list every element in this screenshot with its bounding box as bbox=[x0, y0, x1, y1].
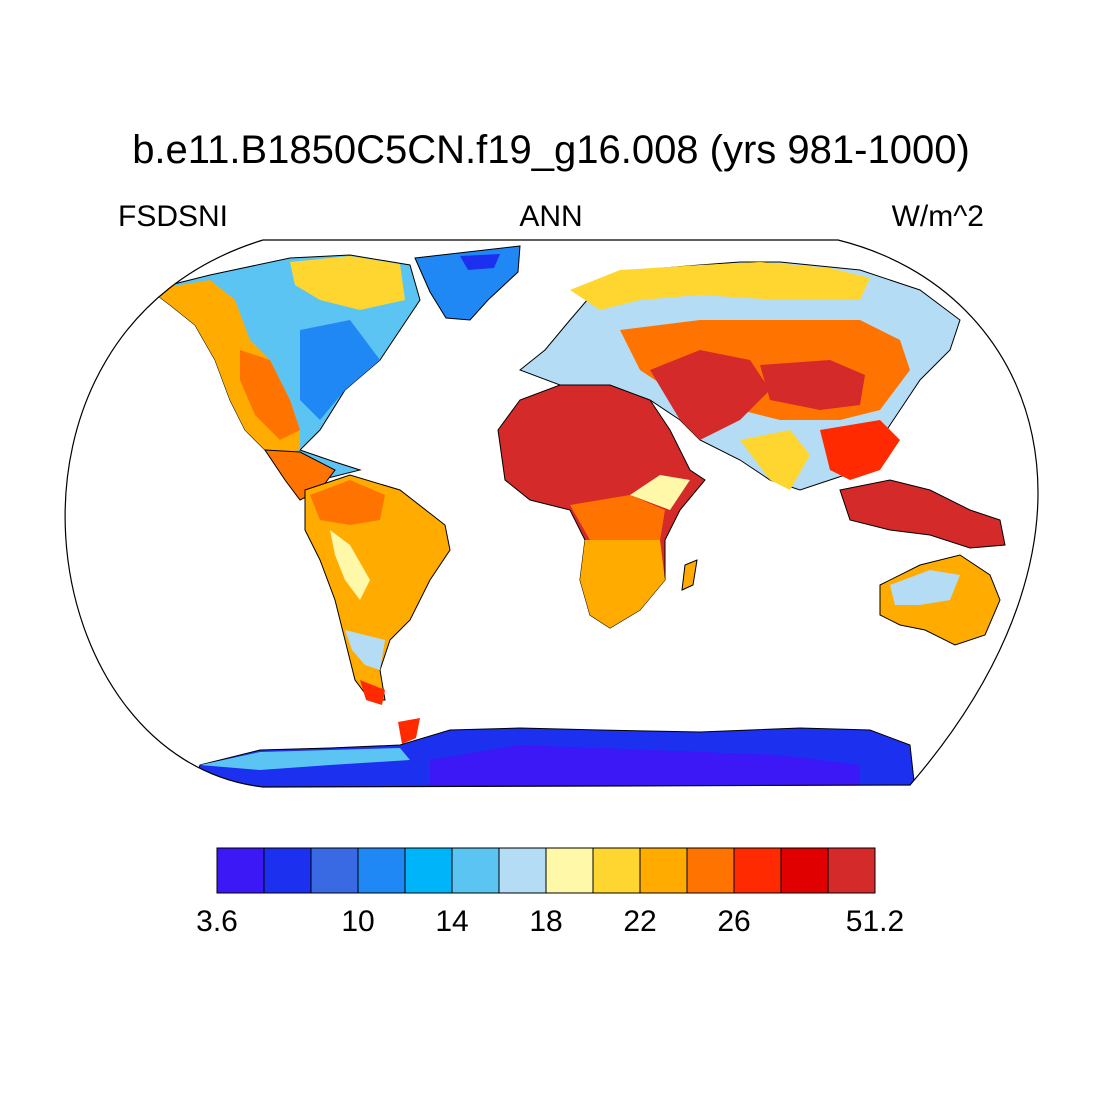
east-africa bbox=[630, 475, 690, 510]
antarctica-core bbox=[430, 745, 860, 787]
south-america-andes bbox=[330, 530, 370, 600]
india bbox=[740, 430, 810, 490]
siberia-north bbox=[570, 262, 870, 310]
colorbar-label: 51.2 bbox=[846, 905, 904, 938]
colorbar-box bbox=[686, 847, 735, 894]
colorbar-box bbox=[404, 847, 453, 894]
south-america-south bbox=[345, 630, 385, 670]
plot-title: b.e11.B1850C5CN.f19_g16.008 (yrs 981-100… bbox=[132, 128, 970, 172]
south-america-north bbox=[310, 480, 385, 525]
greenland-core bbox=[460, 254, 500, 270]
colorbar-box bbox=[451, 847, 500, 894]
colorbar-label: 26 bbox=[717, 905, 750, 938]
colorbar-box bbox=[498, 847, 547, 894]
colorbar-boxes bbox=[216, 847, 876, 894]
colorbar-box bbox=[357, 847, 406, 894]
globe-outline bbox=[64, 239, 1039, 788]
colorbar-label: 14 bbox=[435, 905, 468, 938]
eastern-north-america bbox=[300, 320, 380, 420]
madagascar bbox=[681, 559, 698, 591]
antarctica-coast bbox=[200, 748, 410, 770]
colorbar-box bbox=[733, 847, 782, 894]
tibet-mongolia bbox=[760, 360, 865, 410]
southeast-asia bbox=[820, 420, 900, 480]
central-africa bbox=[570, 495, 665, 545]
canadian-arctic-islands bbox=[290, 256, 405, 310]
colorbar-label: 22 bbox=[623, 905, 656, 938]
colorbar-box bbox=[263, 847, 312, 894]
colorbar-box bbox=[310, 847, 359, 894]
colorbar-label: 3.6 bbox=[196, 905, 238, 938]
north-america-southwest bbox=[240, 350, 300, 440]
colorbar-box bbox=[592, 847, 641, 894]
center-string: ANN bbox=[519, 200, 583, 233]
colorbar-box bbox=[827, 847, 876, 894]
southern-africa bbox=[580, 540, 665, 628]
colorbar-box bbox=[545, 847, 594, 894]
colorbar-labels: 3.6 10 14 18 22 26 51.2 bbox=[196, 905, 904, 938]
arabia-iran bbox=[650, 350, 770, 440]
colorbar-box bbox=[216, 847, 265, 894]
left-string: FSDSNI bbox=[118, 200, 229, 233]
colorbar-box bbox=[639, 847, 688, 894]
antarctic-peninsula bbox=[398, 718, 420, 744]
australia-interior bbox=[890, 570, 960, 605]
colorbar-label: 18 bbox=[529, 905, 562, 938]
right-string: W/m^2 bbox=[891, 200, 984, 233]
colorbar-box bbox=[780, 847, 829, 894]
south-america-tip bbox=[360, 680, 385, 705]
colorbar-label: 10 bbox=[341, 905, 374, 938]
maritime-continent bbox=[839, 479, 1006, 549]
